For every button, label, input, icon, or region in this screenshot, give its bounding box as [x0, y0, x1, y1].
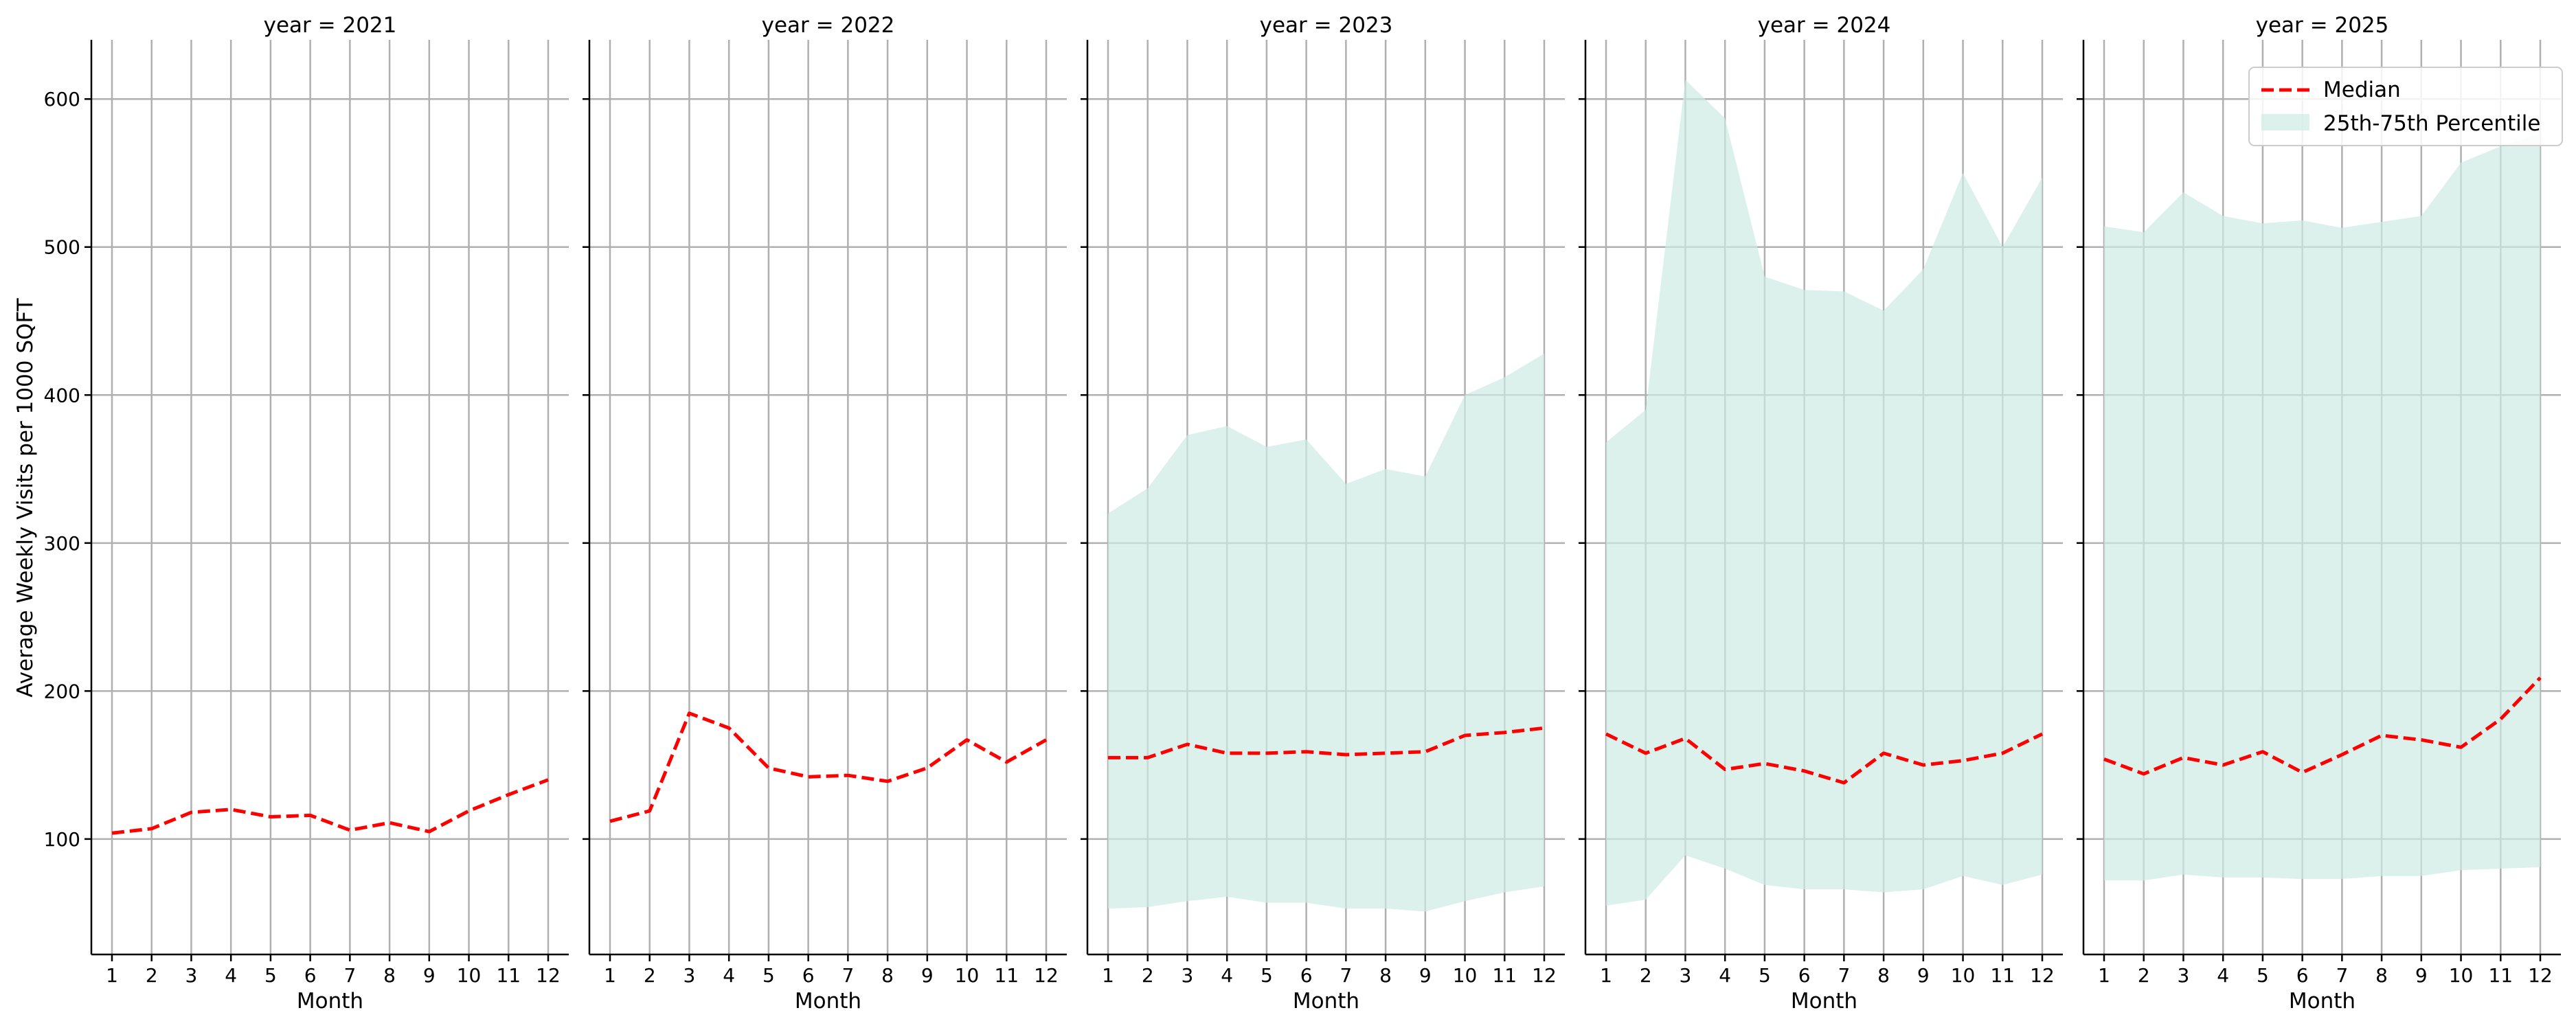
median-line — [1108, 726, 1545, 759]
x-tick-label: 9 — [423, 964, 436, 987]
x-tick-label: 6 — [1798, 964, 1811, 987]
x-axis-label: Month — [1791, 989, 1857, 1014]
x-tick-label: 10 — [2449, 964, 2474, 987]
percentile-band — [1606, 80, 2042, 906]
x-tick-label: 2 — [1640, 964, 1652, 987]
x-tick-label: 2 — [146, 964, 158, 987]
x-tick-label: 11 — [1990, 964, 2015, 987]
legend-median-label: Median — [2323, 78, 2401, 102]
x-axis-label: Month — [297, 989, 363, 1014]
percentile-band — [2104, 133, 2540, 881]
x-tick-label: 5 — [2257, 964, 2269, 987]
x-tick-label: 1 — [106, 964, 118, 987]
y-axis-label: Average Weekly Visits per 1000 SQFT — [13, 297, 38, 697]
x-tick-label: 1 — [604, 964, 616, 987]
x-tick-label: 3 — [1680, 964, 1692, 987]
x-tick-label: 1 — [2098, 964, 2110, 987]
y-tick-label: 100 — [44, 828, 80, 851]
x-tick-label: 11 — [496, 964, 521, 987]
x-tick-label: 4 — [225, 964, 237, 987]
x-tick-label: 4 — [2217, 964, 2229, 987]
x-tick-label: 6 — [1300, 964, 1313, 987]
x-tick-label: 9 — [921, 964, 934, 987]
legend: Median 25th-75th Percentile — [2248, 67, 2563, 146]
median-line — [1605, 732, 2044, 785]
percentile-band — [1108, 353, 1544, 912]
x-tick-label: 9 — [1917, 964, 1930, 987]
x-tick-label: 8 — [2375, 964, 2388, 987]
x-tick-label: 12 — [536, 964, 561, 987]
x-tick-label: 11 — [2488, 964, 2513, 987]
x-tick-label: 6 — [304, 964, 317, 987]
x-tick-label: 6 — [802, 964, 815, 987]
x-axis-label: Month — [795, 989, 861, 1014]
x-tick-label: 5 — [762, 964, 775, 987]
median-line — [111, 778, 549, 835]
x-tick-label: 1 — [1102, 964, 1114, 987]
legend-band-label: 25th-75th Percentile — [2323, 111, 2540, 136]
x-tick-label: 11 — [1492, 964, 1517, 987]
panel-title: year = 2021 — [264, 13, 397, 38]
x-tick-label: 7 — [2336, 964, 2348, 987]
x-tick-label: 12 — [1532, 964, 1557, 987]
x-tick-label: 11 — [994, 964, 1019, 987]
x-tick-label: 8 — [383, 964, 396, 987]
x-tick-label: 2 — [2138, 964, 2150, 987]
y-tick-label: 400 — [44, 384, 80, 407]
x-tick-label: 4 — [723, 964, 735, 987]
y-tick-label: 300 — [44, 532, 80, 555]
x-tick-label: 10 — [1951, 964, 1976, 987]
x-axis-label: Month — [2289, 989, 2355, 1014]
x-tick-label: 10 — [457, 964, 482, 987]
x-tick-label: 8 — [1877, 964, 1890, 987]
median-line — [2103, 676, 2542, 776]
x-tick-label: 7 — [343, 964, 356, 987]
x-tick-label: 10 — [1453, 964, 1478, 987]
y-tick-label: 500 — [44, 236, 80, 259]
panel-title: year = 2024 — [1758, 13, 1891, 38]
x-tick-label: 2 — [1142, 964, 1154, 987]
y-tick-label: 600 — [44, 88, 80, 111]
x-tick-label: 3 — [2178, 964, 2190, 987]
panel-title: year = 2022 — [762, 13, 895, 38]
x-tick-label: 1 — [1600, 964, 1612, 987]
x-tick-label: 2 — [644, 964, 656, 987]
x-tick-label: 5 — [1261, 964, 1273, 987]
x-tick-label: 7 — [1340, 964, 1352, 987]
x-tick-label: 8 — [1379, 964, 1392, 987]
x-tick-label: 8 — [881, 964, 894, 987]
x-tick-label: 4 — [1719, 964, 1731, 987]
median-line — [609, 711, 1048, 823]
x-tick-label: 12 — [2528, 964, 2553, 987]
x-tick-label: 5 — [1759, 964, 1771, 987]
y-tick-label: 200 — [44, 680, 80, 702]
x-tick-label: 6 — [2296, 964, 2309, 987]
x-tick-label: 4 — [1221, 964, 1233, 987]
panel-title: year = 2025 — [2256, 13, 2389, 38]
x-tick-label: 7 — [1838, 964, 1850, 987]
x-tick-label: 12 — [2030, 964, 2055, 987]
x-tick-label: 9 — [1419, 964, 1432, 987]
x-tick-label: 7 — [841, 964, 854, 987]
x-tick-label: 10 — [955, 964, 980, 987]
x-tick-label: 3 — [185, 964, 198, 987]
x-tick-label: 3 — [1182, 964, 1194, 987]
x-tick-label: 3 — [683, 964, 696, 987]
x-tick-label: 12 — [1034, 964, 1059, 987]
x-tick-label: 5 — [264, 964, 277, 987]
legend-band-swatch — [2261, 114, 2309, 130]
legend-frame — [2248, 67, 2563, 146]
panel-title: year = 2023 — [1260, 13, 1393, 38]
x-axis-label: Month — [1293, 989, 1359, 1014]
x-tick-label: 9 — [2415, 964, 2428, 987]
